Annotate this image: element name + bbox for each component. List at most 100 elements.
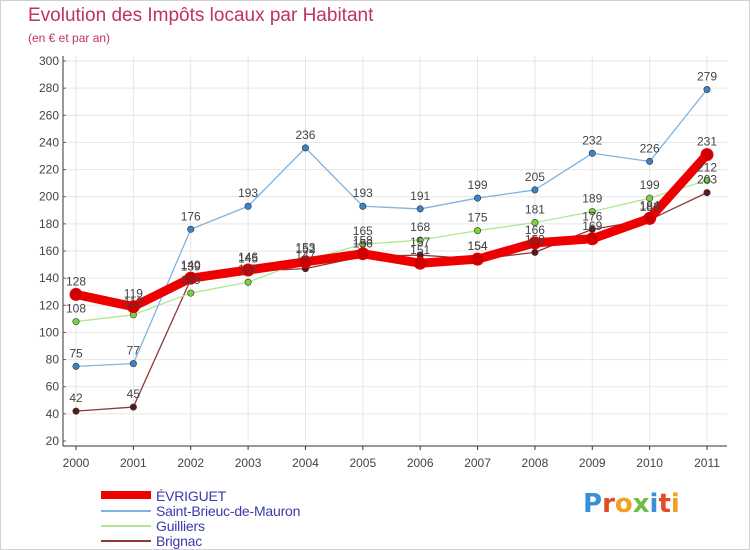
data-label: 205 xyxy=(525,170,545,184)
y-tick-label: 300 xyxy=(39,54,59,68)
y-tick-label: 180 xyxy=(39,217,59,231)
proxiti-logo: Proxiti xyxy=(583,489,680,519)
x-tick-label: 2000 xyxy=(63,456,90,470)
data-label: 189 xyxy=(582,192,602,206)
series-point xyxy=(244,202,252,210)
series-point xyxy=(72,362,80,370)
y-tick-label: 280 xyxy=(39,81,59,95)
logo-letter: x xyxy=(632,489,650,519)
series-point xyxy=(703,189,711,197)
x-tick-label: 2009 xyxy=(579,456,606,470)
data-label: 108 xyxy=(66,302,86,316)
data-label: 151 xyxy=(410,243,430,257)
series-point xyxy=(474,227,482,235)
data-label: 77 xyxy=(127,344,141,358)
y-tick-label: 40 xyxy=(46,407,60,421)
data-label: 154 xyxy=(468,239,488,253)
x-tick-label: 2003 xyxy=(235,456,262,470)
data-label: 154 xyxy=(468,239,488,253)
y-tick-label: 100 xyxy=(39,325,59,339)
data-label: 183 xyxy=(640,200,660,214)
data-label: 139 xyxy=(181,260,201,274)
data-label: 128 xyxy=(66,274,86,288)
y-tick-label: 240 xyxy=(39,135,59,149)
series-point xyxy=(531,219,539,227)
data-label: 146 xyxy=(238,250,258,264)
x-tick-label: 2011 xyxy=(694,456,720,470)
logo-letter: P xyxy=(583,489,603,519)
series-point xyxy=(359,202,367,210)
series-line-3 xyxy=(75,191,708,412)
data-label: 153 xyxy=(295,241,315,255)
series-point xyxy=(129,403,137,411)
series-point xyxy=(187,225,195,233)
x-tick-label: 2002 xyxy=(177,456,204,470)
data-label: 184 xyxy=(640,198,660,212)
logo-letter: t xyxy=(658,489,671,519)
data-label: 42 xyxy=(69,391,83,405)
series-point xyxy=(298,255,312,269)
series-point xyxy=(301,144,309,152)
data-label: 175 xyxy=(468,211,488,225)
y-tick-label: 60 xyxy=(46,380,60,394)
legend-swatch-saint-brieuc xyxy=(101,510,151,512)
series-point xyxy=(646,194,654,202)
series-point xyxy=(585,232,599,246)
legend-label: Saint-Brieuc-de-Mauron xyxy=(156,503,301,519)
logo-letter: r xyxy=(602,489,615,519)
data-label: 203 xyxy=(697,173,717,187)
chart-subtitle: (en € et par an) xyxy=(28,31,111,45)
data-label: 45 xyxy=(127,387,141,401)
series-line-1 xyxy=(75,88,708,368)
series-point xyxy=(416,236,424,244)
x-tick-label: 2001 xyxy=(120,456,147,470)
legend-label: Brignac xyxy=(156,533,203,549)
legend-swatch-evriguet xyxy=(101,491,151,499)
series-point xyxy=(187,289,195,297)
data-label: 157 xyxy=(410,235,430,249)
series-point xyxy=(588,149,596,157)
data-label: 145 xyxy=(238,251,258,265)
data-label: 140 xyxy=(181,258,201,272)
y-tick-label: 20 xyxy=(46,434,60,448)
series-point xyxy=(69,287,83,301)
data-label: 147 xyxy=(295,249,315,263)
data-label: 191 xyxy=(410,189,430,203)
data-label: 156 xyxy=(353,236,373,250)
data-label: 176 xyxy=(582,209,602,223)
legend-label: ÉVRIGUET xyxy=(156,488,226,504)
series-point xyxy=(703,86,711,94)
x-tick-label: 2010 xyxy=(636,456,663,470)
data-label: 232 xyxy=(582,133,602,147)
series-point xyxy=(643,211,657,225)
data-label: 236 xyxy=(295,128,315,142)
series-point xyxy=(129,360,137,368)
y-tick-label: 160 xyxy=(39,244,59,258)
data-label: 129 xyxy=(181,273,201,287)
data-label: 113 xyxy=(124,295,143,309)
series-point xyxy=(72,318,80,326)
data-label: 231 xyxy=(697,135,717,149)
series-point xyxy=(531,248,539,256)
y-tick-label: 80 xyxy=(46,353,60,367)
data-label: 226 xyxy=(640,141,660,155)
line-chart: 20 40 60 80 100 120 140 160 180 200 220 240 260 280 30… xyxy=(39,54,727,470)
data-label: 137 xyxy=(238,262,258,276)
chart-title: Evolution des Impôts locaux par Habitant xyxy=(28,5,374,26)
series-point xyxy=(241,263,255,277)
x-tick-label: 2007 xyxy=(464,456,491,470)
series-point xyxy=(528,236,542,250)
series-point xyxy=(703,176,711,184)
series-point xyxy=(126,300,140,314)
data-label: 279 xyxy=(697,70,717,84)
series-point xyxy=(474,194,482,202)
data-label: 212 xyxy=(697,160,717,174)
series-line-2 xyxy=(75,179,708,323)
data-label: 181 xyxy=(525,203,545,217)
x-tick-label: 2004 xyxy=(292,456,319,470)
data-label: 193 xyxy=(238,186,258,200)
x-tick-label: 2008 xyxy=(522,456,549,470)
y-tick-label: 260 xyxy=(39,108,59,122)
series-point xyxy=(588,208,596,216)
data-label: 75 xyxy=(69,346,83,360)
